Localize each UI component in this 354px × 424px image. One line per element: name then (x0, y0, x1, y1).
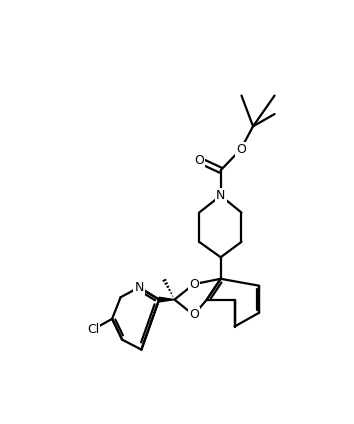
Text: N: N (135, 281, 144, 294)
Text: O: O (189, 309, 199, 321)
Text: O: O (194, 154, 204, 167)
Polygon shape (159, 297, 175, 302)
Text: O: O (189, 278, 199, 291)
Text: O: O (236, 143, 246, 156)
Text: N: N (216, 189, 225, 202)
Text: Cl: Cl (87, 323, 99, 336)
